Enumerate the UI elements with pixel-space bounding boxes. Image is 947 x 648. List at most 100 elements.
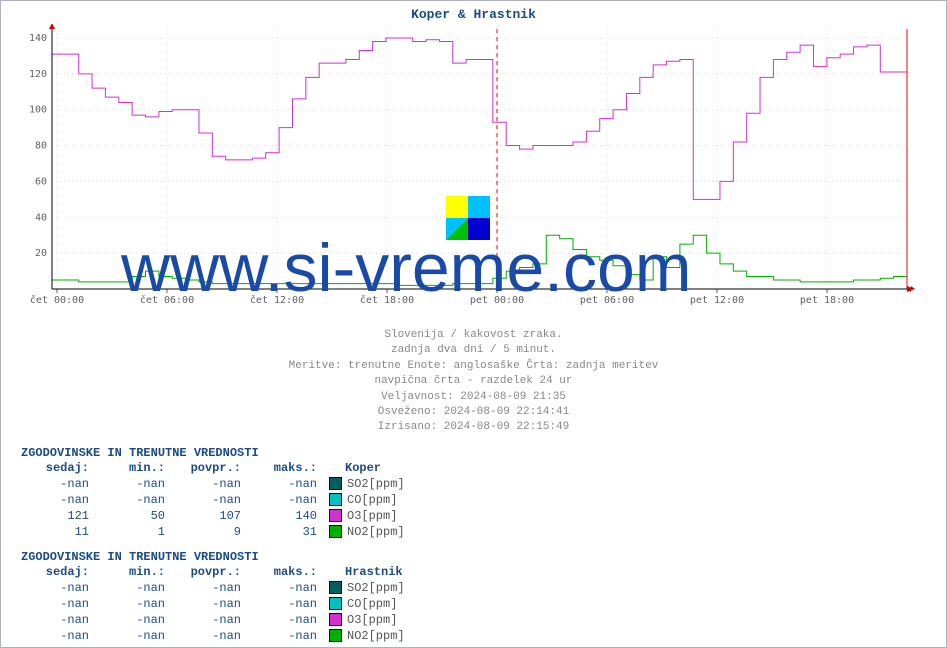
chart-area: 20 40 60 80 100 120 140 čet 00:00 čet 06:00 čet 1…: [17, 24, 930, 324]
table-cell: -nan: [97, 613, 173, 627]
color-swatch: [329, 477, 342, 490]
series-label: CO[ppm]: [347, 597, 397, 611]
color-swatch: [329, 509, 342, 522]
svg-text:pet 00:00: pet 00:00: [470, 295, 524, 306]
svg-text:40: 40: [35, 212, 47, 223]
table-cell: -nan: [249, 597, 325, 611]
table-cell: -nan: [21, 477, 97, 491]
color-swatch: [329, 581, 342, 594]
table-row: -nan-nan-nan-nanSO2[ppm]: [21, 580, 940, 596]
table-cell: 9: [173, 525, 249, 539]
table-cell: 121: [21, 509, 97, 523]
table-cell: -nan: [21, 629, 97, 643]
series-label: SO2[ppm]: [347, 581, 405, 595]
table-location: Koper: [345, 461, 381, 475]
table-location: Hrastnik: [345, 565, 403, 579]
table-row: 111931NO2[ppm]: [21, 524, 940, 540]
meta-line: navpična črta - razdelek 24 ur: [7, 374, 940, 389]
table-row: -nan-nan-nan-nanNO2[ppm]: [21, 628, 940, 644]
table-cell: 50: [97, 509, 173, 523]
meta-line: Izrisano: 2024-08-09 22:15:49: [7, 420, 940, 435]
table-row: -nan-nan-nan-nanSO2[ppm]: [21, 476, 940, 492]
table-cell: -nan: [21, 493, 97, 507]
series-label: NO2[ppm]: [347, 629, 405, 643]
svg-text:čet 18:00: čet 18:00: [360, 294, 414, 306]
table-cell: -nan: [173, 597, 249, 611]
color-swatch: [329, 629, 342, 642]
svg-text:čet 06:00: čet 06:00: [140, 294, 194, 306]
table-header-row: sedaj:min.:povpr.:maks.: Hrastnik: [21, 564, 940, 580]
svg-text:čet 12:00: čet 12:00: [250, 294, 304, 306]
table-header-cell: maks.:: [249, 461, 325, 475]
table-header-cell: povpr.:: [173, 461, 249, 475]
table-cell: 31: [249, 525, 325, 539]
table-cell: -nan: [21, 613, 97, 627]
series-label: O3[ppm]: [347, 613, 397, 627]
meta-line: Veljavnost: 2024-08-09 21:35: [7, 390, 940, 405]
table-cell: -nan: [173, 477, 249, 491]
chart-title: Koper & Hrastnik: [7, 7, 940, 22]
table-cell: -nan: [97, 477, 173, 491]
chart-container: Koper & Hrastnik www.si-vreme.com 20 40 60…: [0, 0, 947, 648]
table-header-row: sedaj:min.:povpr.:maks.: Koper: [21, 460, 940, 476]
table-header-cell: min.:: [97, 461, 173, 475]
table-cell: -nan: [97, 597, 173, 611]
table-cell: 1: [97, 525, 173, 539]
series-label: SO2[ppm]: [347, 477, 405, 491]
table-cell: -nan: [21, 581, 97, 595]
table-header-cell: sedaj:: [21, 565, 97, 579]
table-cell: -nan: [173, 629, 249, 643]
table-title: ZGODOVINSKE IN TRENUTNE VREDNOSTI: [21, 550, 940, 564]
table-cell: -nan: [97, 493, 173, 507]
color-swatch: [329, 597, 342, 610]
svg-text:čet 00:00: čet 00:00: [30, 294, 84, 306]
table-cell: -nan: [173, 493, 249, 507]
table-cell: 11: [21, 525, 97, 539]
color-swatch: [329, 613, 342, 626]
svg-text:120: 120: [29, 69, 47, 80]
table-cell: -nan: [249, 493, 325, 507]
table-cell: -nan: [249, 477, 325, 491]
svg-text:100: 100: [29, 105, 47, 116]
y-axis-source-label: www.si-vreme.com: [0, 25, 4, 121]
color-swatch: [329, 525, 342, 538]
table-cell: -nan: [173, 613, 249, 627]
table-cell: -nan: [21, 597, 97, 611]
values-table-hrastnik: ZGODOVINSKE IN TRENUTNE VREDNOSTIsedaj:m…: [21, 550, 940, 644]
table-row: -nan-nan-nan-nanO3[ppm]: [21, 612, 940, 628]
chart-svg: 20 40 60 80 100 120 140 čet 00:00 čet 06:00 čet 1…: [17, 24, 917, 324]
svg-text:pet 06:00: pet 06:00: [580, 295, 634, 306]
table-cell: 107: [173, 509, 249, 523]
table-cell: -nan: [97, 581, 173, 595]
meta-line: Slovenija / kakovost zraka.: [7, 328, 940, 343]
table-row: -nan-nan-nan-nanCO[ppm]: [21, 492, 940, 508]
svg-text:pet 18:00: pet 18:00: [800, 295, 854, 306]
chart-metadata: Slovenija / kakovost zraka.zadnja dva dn…: [7, 328, 940, 436]
table-header-cell: povpr.:: [173, 565, 249, 579]
table-row: -nan-nan-nan-nanCO[ppm]: [21, 596, 940, 612]
table-row: 12150107140 O3[ppm]: [21, 508, 940, 524]
table-cell: -nan: [249, 581, 325, 595]
table-cell: -nan: [249, 629, 325, 643]
table-header-cell: maks.:: [249, 565, 325, 579]
table-header-cell: sedaj:: [21, 461, 97, 475]
table-cell: -nan: [97, 629, 173, 643]
meta-line: Meritve: trenutne Enote: anglosaške Črta…: [7, 359, 940, 374]
svg-text:60: 60: [35, 176, 47, 187]
table-header-cell: min.:: [97, 565, 173, 579]
series-label: O3[ppm]: [347, 509, 397, 523]
meta-line: zadnja dva dni / 5 minut.: [7, 343, 940, 358]
color-swatch: [329, 493, 342, 506]
table-cell: -nan: [173, 581, 249, 595]
series-label: CO[ppm]: [347, 493, 397, 507]
svg-text:140: 140: [29, 33, 47, 44]
series-label: NO2[ppm]: [347, 525, 405, 539]
table-title: ZGODOVINSKE IN TRENUTNE VREDNOSTI: [21, 446, 940, 460]
svg-text:pet 12:00: pet 12:00: [690, 295, 744, 306]
meta-line: Osveženo: 2024-08-09 22:14:41: [7, 405, 940, 420]
table-cell: 140: [249, 509, 325, 523]
table-cell: -nan: [249, 613, 325, 627]
svg-text:80: 80: [35, 141, 47, 152]
svg-text:20: 20: [35, 248, 47, 259]
values-table-koper: ZGODOVINSKE IN TRENUTNE VREDNOSTIsedaj:m…: [21, 446, 940, 540]
